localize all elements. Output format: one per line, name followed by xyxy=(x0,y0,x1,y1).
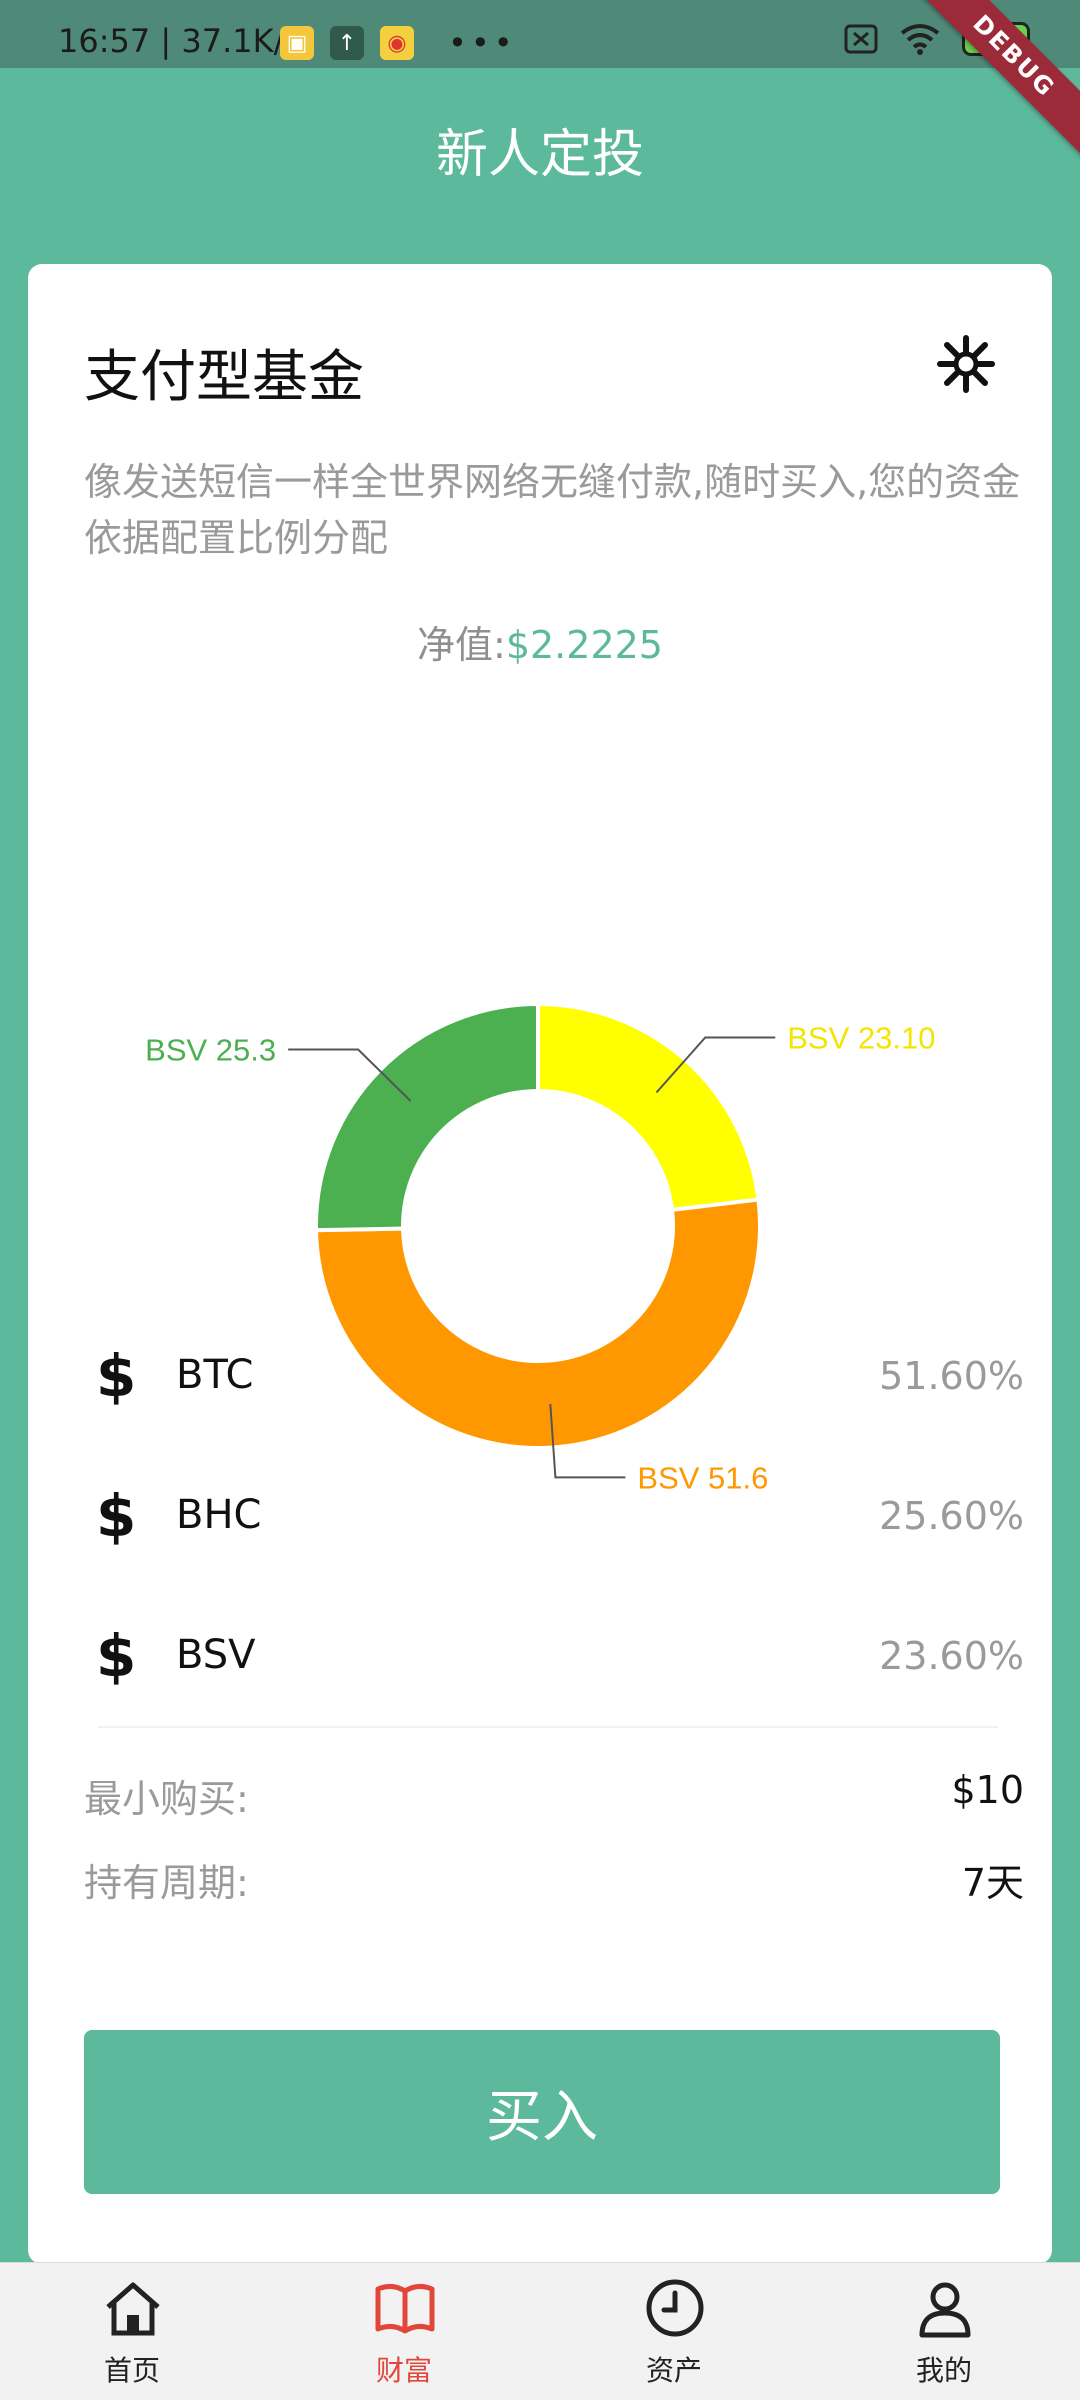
fund-description: 像发送短信一样全世界网络无缝付款,随时买入,您的资金依据配置比例分配 xyxy=(84,460,1021,560)
sim-icon xyxy=(844,24,878,54)
slice-leader-line xyxy=(549,1404,626,1479)
min-purchase-value: $10 xyxy=(951,1768,1024,1812)
fund-card: 支付型基金 像发送短信一样全世界网络无缝付款,随时买入,您的资金依据配置比例分配… xyxy=(28,264,1052,2264)
nav-item-mine[interactable]: 我的 xyxy=(844,2263,1044,2400)
allocation-donut-chart: BSV 23.10 BSV 51.6 BSV 25.3 xyxy=(145,1001,935,1495)
asset-list: $ BTC 51.60% $ BHC 25.60% $ BSV 23.60% xyxy=(84,1312,1024,1732)
asset-row: $ BTC 51.60% xyxy=(84,1312,1024,1452)
asset-row: $ BHC 25.60% xyxy=(84,1452,1024,1592)
divider xyxy=(98,1726,998,1728)
asset-name: BSV xyxy=(176,1632,256,1678)
nav-label: 财富 xyxy=(375,2354,432,2387)
min-purchase-label: 最小购买: xyxy=(84,1777,249,1821)
nav-label: 资产 xyxy=(645,2354,702,2387)
slice-label: BSV 51.6 xyxy=(637,1460,768,1495)
net-value-amount: $2.2225 xyxy=(505,623,663,667)
slice-label: BSV 23.10 xyxy=(787,1020,935,1055)
status-bar: 16:57 | 37.1K/s ▣ ↑ ◉ ••• 88 xyxy=(0,0,1080,68)
dollar-icon: $ xyxy=(96,1342,137,1410)
min-purchase-row: 最小购买: $10 xyxy=(84,1768,1024,1828)
asset-name: BHC xyxy=(176,1492,262,1538)
net-value: 净值:$2.2225 xyxy=(28,614,1052,669)
slice-leader-line xyxy=(288,1048,412,1102)
page-title: 新人定投 xyxy=(435,125,644,185)
weibo-icon: ◉ xyxy=(380,26,414,60)
nav-label: 首页 xyxy=(103,2354,160,2387)
donut-slice xyxy=(314,1001,540,1233)
nav-item-wealth[interactable]: 财富 xyxy=(304,2263,504,2400)
asset-percent: 51.60% xyxy=(879,1354,1024,1398)
slice-label: BSV 25.3 xyxy=(145,1032,276,1067)
more-notifications-icon: ••• xyxy=(448,24,517,62)
buy-button[interactable]: 买入 xyxy=(84,2030,1000,2194)
upload-icon: ↑ xyxy=(330,26,364,60)
nav-item-assets[interactable]: 资产 xyxy=(574,2263,774,2400)
wifi-icon xyxy=(900,24,940,55)
net-value-label: 净值: xyxy=(417,623,506,667)
user-icon xyxy=(919,2282,971,2338)
asset-percent: 23.60% xyxy=(879,1634,1024,1678)
status-time: 16:57 | 37.1K/s xyxy=(58,22,302,60)
slice-leader-line xyxy=(655,1036,776,1094)
dollar-icon: $ xyxy=(96,1622,137,1690)
bottom-nav: 首页 财富 资产 我的 xyxy=(0,2262,1080,2400)
nav-label: 我的 xyxy=(915,2354,972,2387)
donut-slice xyxy=(313,1197,762,1450)
dollar-icon: $ xyxy=(96,1482,137,1550)
nav-item-home[interactable]: 首页 xyxy=(32,2263,232,2400)
book-icon xyxy=(375,2283,435,2334)
status-notification-icons: ▣ ↑ ◉ ••• xyxy=(280,24,517,62)
donut-slice xyxy=(536,1001,761,1213)
fund-title: 支付型基金 xyxy=(84,345,364,410)
clock-icon xyxy=(646,2279,704,2337)
snowflake-gear-icon[interactable] xyxy=(936,334,996,394)
holding-period-label: 持有周期: xyxy=(84,1861,249,1905)
holding-period-value: 7天 xyxy=(961,1861,1024,1905)
holding-period-row: 持有周期: 7天 xyxy=(84,1852,1024,1912)
home-icon xyxy=(106,2282,160,2336)
asset-row: $ BSV 23.60% xyxy=(84,1592,1024,1732)
app-notification-icon: ▣ xyxy=(280,26,314,60)
asset-percent: 25.60% xyxy=(879,1494,1024,1538)
asset-name: BTC xyxy=(176,1352,254,1398)
